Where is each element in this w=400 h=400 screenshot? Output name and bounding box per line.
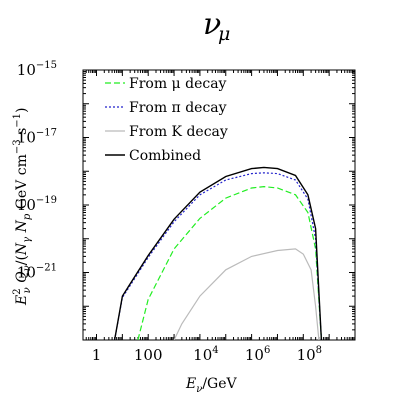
y-tick-label: 10−17 [17, 128, 57, 147]
x-axis-label: Eν/GeV [185, 376, 238, 395]
series-line-3 [113, 166, 323, 340]
series-line-1 [114, 172, 322, 340]
y-tick-label: 10−19 [17, 195, 57, 214]
legend-label: Combined [129, 148, 201, 164]
x-tick-label: 108 [297, 345, 322, 364]
series-line-0 [137, 185, 322, 340]
legend-label: From K decay [129, 124, 228, 140]
axis-ticks: 1 100 104 106 108 10−21 10−19 10−17 10−15 [17, 60, 356, 364]
chart-title-sub: μ [218, 23, 230, 45]
x-tick-label: 100 [134, 346, 163, 364]
x-axis-label-text: Eν/GeV [185, 376, 238, 395]
x-tick-label: 106 [245, 345, 270, 364]
legend-label: From π decay [129, 100, 227, 116]
chart-title-main: ν [203, 7, 221, 42]
series-layer [113, 166, 323, 340]
y-axis-label: E2ν Qν/(Nγ Np GeV cm−3 s−1) [12, 108, 33, 306]
y-axis-label-text: E2ν Qν/(Nγ Np GeV cm−3 s−1) [12, 108, 33, 306]
x-tick-label: 104 [193, 345, 218, 364]
series-line-2 [173, 248, 320, 340]
x-tick-label: 1 [92, 346, 102, 364]
y-tick-label: 10−21 [17, 263, 57, 282]
legend: From μ decay From π decay From K decay Comb… [105, 76, 228, 164]
y-tick-label: 10−15 [17, 60, 57, 79]
legend-label: From μ decay [129, 76, 227, 92]
chart-title: ν μ [203, 7, 230, 45]
